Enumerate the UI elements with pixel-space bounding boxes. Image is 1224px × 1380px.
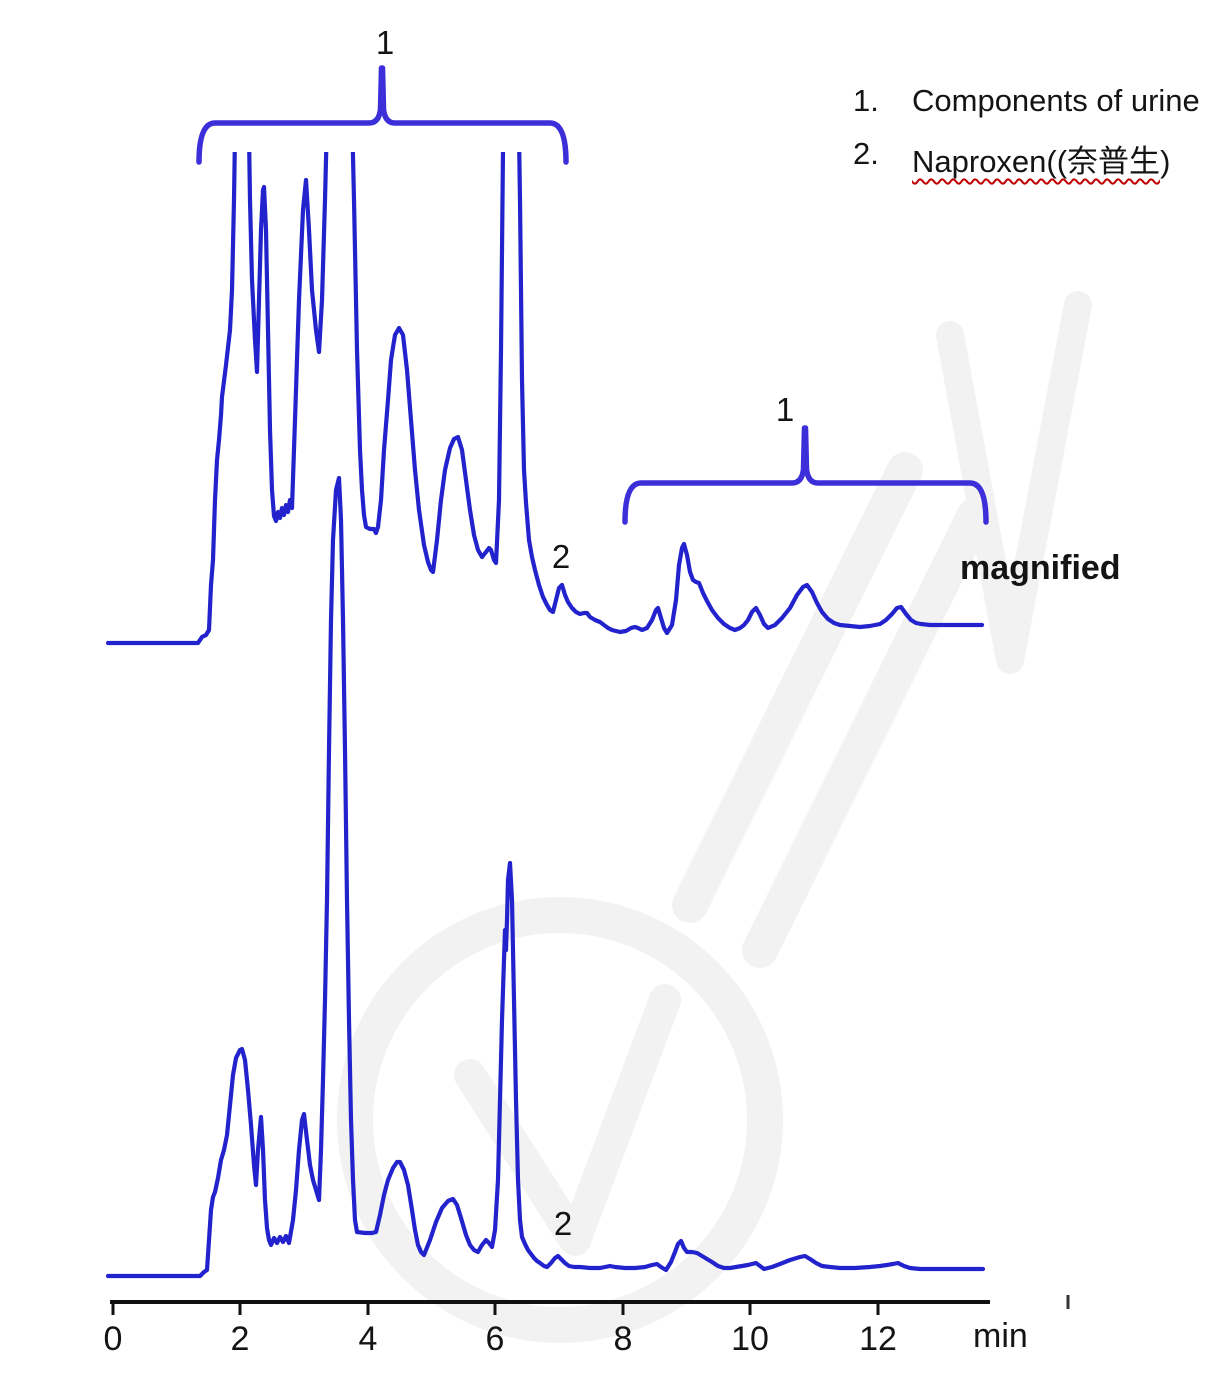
legend-item-label: Components of urine (912, 83, 1200, 118)
bracket2-label: 1 (775, 391, 795, 428)
bracket1-label: 1 (375, 24, 395, 61)
legend: 1. Components of urine 2. Naproxen((奈普生) (853, 83, 1200, 198)
magnified-caption: magnified (960, 549, 1121, 587)
x-axis-unit-label: min (973, 1317, 1028, 1355)
x-tick-label: 6 (486, 1320, 505, 1358)
trace-original (105, 475, 986, 1279)
bracket-annotation-2 (622, 425, 989, 525)
x-tick-label: 8 (614, 1320, 633, 1358)
legend-item-naproxen: 2. Naproxen((奈普生) (853, 136, 1200, 181)
legend-naproxen-misspelled-text: Naproxen((奈普生 (912, 144, 1161, 179)
x-tick-label: 0 (104, 1320, 123, 1358)
x-tick-label: 12 (859, 1320, 897, 1358)
legend-naproxen-suffix: ) (1160, 144, 1171, 179)
x-tick-label: 4 (359, 1320, 378, 1358)
x-tick-label: 2 (231, 1320, 250, 1358)
naproxen-peak-label-magnified: 2 (551, 538, 571, 575)
watermark (337, 291, 1092, 1343)
trace-magnified (105, 152, 985, 646)
x-tick-label: 10 (731, 1320, 769, 1358)
bracket-annotation-1 (196, 65, 569, 165)
legend-item-number: 2. (853, 136, 879, 171)
legend-item-label: Naproxen((奈普生) (912, 136, 1170, 181)
legend-item-urine: 1. Components of urine (853, 83, 1200, 119)
naproxen-peak-label-original: 2 (553, 1205, 573, 1242)
legend-item-number: 1. (853, 83, 879, 118)
